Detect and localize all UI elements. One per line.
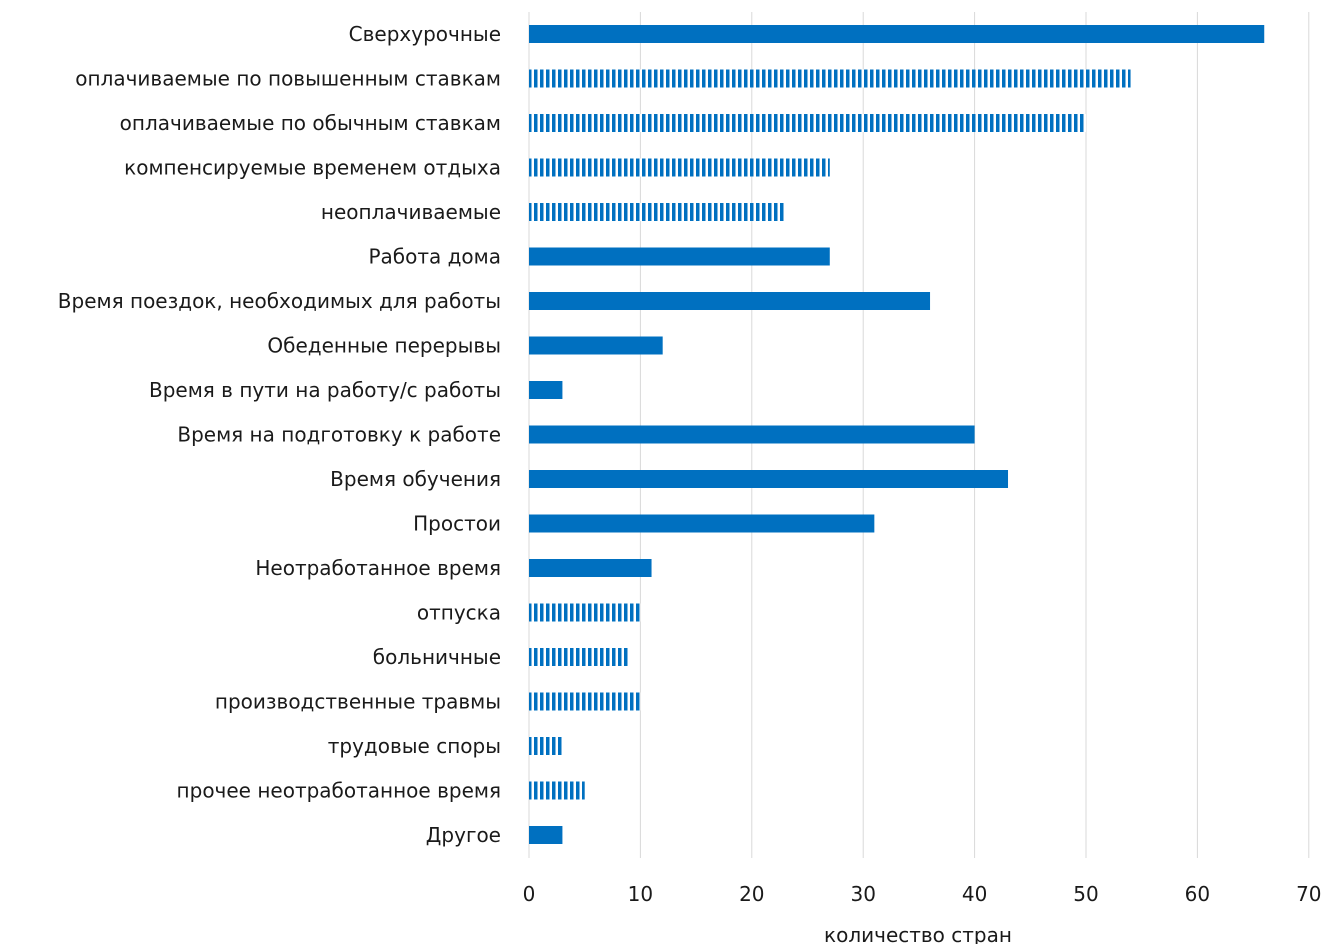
category-label: оплачиваемые по обычным ставкам: [120, 111, 501, 135]
category-label: Работа дома: [368, 245, 501, 269]
category-label: неоплачиваемые: [321, 200, 501, 224]
category-label: больничные: [373, 645, 501, 669]
category-label: Время поездок, необходимых для работы: [58, 289, 501, 313]
bar: [529, 470, 1009, 488]
bar: [529, 336, 663, 355]
bar: [529, 247, 830, 266]
bar: [529, 648, 630, 666]
bar: [529, 158, 830, 177]
x-tick-label: 40: [962, 882, 987, 906]
bar: [529, 381, 563, 399]
category-label: Неотработанное время: [255, 556, 501, 580]
x-tick-label: 50: [1073, 882, 1098, 906]
bar: [529, 69, 1131, 88]
category-label: Время на подготовку к работе: [177, 423, 501, 447]
bar: [529, 292, 931, 310]
bar: [529, 781, 585, 800]
category-labels: Сверхурочные оплачиваемые по повышенным с…: [58, 22, 501, 847]
bar: [529, 559, 652, 577]
bar: [529, 203, 786, 221]
category-label: трудовые споры: [328, 734, 501, 758]
category-label: отпуска: [417, 601, 501, 625]
bar: [529, 25, 1265, 43]
x-tick-label: 10: [628, 882, 653, 906]
category-label: Время обучения: [330, 467, 501, 491]
bars: [529, 25, 1265, 844]
bar: [529, 692, 641, 711]
x-tick-label: 60: [1185, 882, 1210, 906]
category-label: Простои: [413, 512, 501, 536]
x-tick-label: 20: [739, 882, 764, 906]
category-label: компенсируемые временем отдыха: [124, 156, 501, 180]
category-label: прочее неотработанное время: [177, 779, 501, 803]
x-axis-title: количество стран: [824, 923, 1012, 944]
bar: [529, 826, 563, 844]
bar: [529, 603, 641, 622]
x-tick-labels: 0 10 20 30 40 50 60 70: [523, 882, 1322, 906]
category-label: Время в пути на работу/с работы: [149, 378, 501, 402]
x-tick-label: 0: [523, 882, 536, 906]
bar: [529, 425, 975, 444]
x-tick-label: 30: [850, 882, 875, 906]
x-tick-label: 70: [1296, 882, 1321, 906]
category-label: Другое: [426, 823, 501, 847]
category-label: производственные травмы: [215, 690, 501, 714]
bar: [529, 514, 875, 533]
bar: [529, 737, 563, 755]
category-label: Обеденные перерывы: [267, 334, 501, 358]
bar: [529, 114, 1086, 132]
category-label: Сверхурочные: [349, 22, 501, 46]
category-label: оплачиваемые по повышенным ставкам: [75, 67, 501, 91]
